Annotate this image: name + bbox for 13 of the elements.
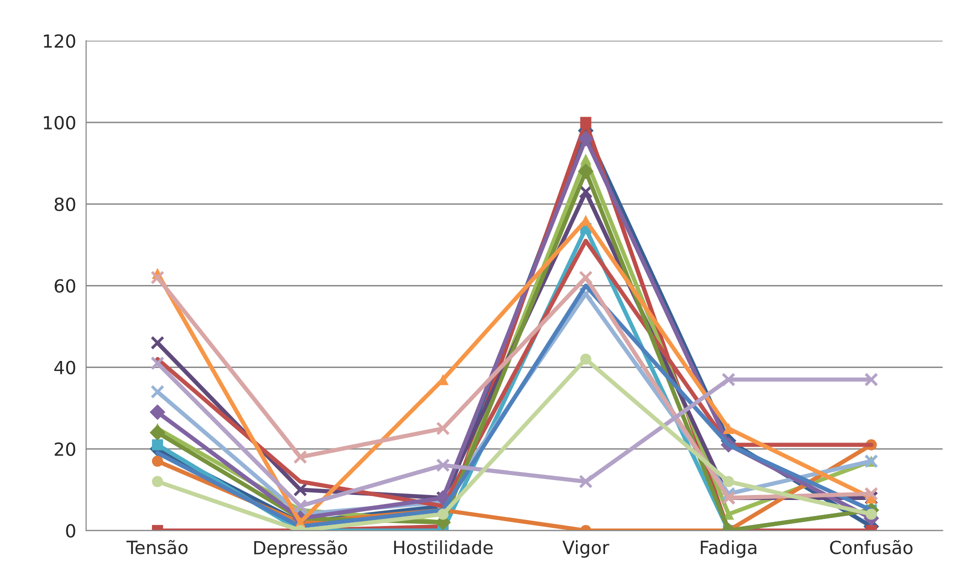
x-tick-label: Confusão: [830, 540, 912, 554]
x-tick-label: Fadiga: [700, 540, 756, 558]
x-tick-label: Hostilidade: [394, 540, 493, 554]
y-tick-label: 0: [66, 524, 76, 538]
x-tick-label: Tensão: [126, 540, 188, 554]
y-tick-label: 120: [44, 34, 76, 48]
x-tick-label: Vigor: [562, 540, 610, 558]
y-tick-label: 20: [54, 442, 76, 456]
x-tick-label: Depressão: [254, 540, 348, 558]
y-tick-label: 100: [44, 116, 76, 130]
y-tick-label: 40: [54, 360, 76, 374]
y-tick-label: 80: [54, 198, 76, 212]
y-tick-label: 60: [54, 279, 76, 293]
